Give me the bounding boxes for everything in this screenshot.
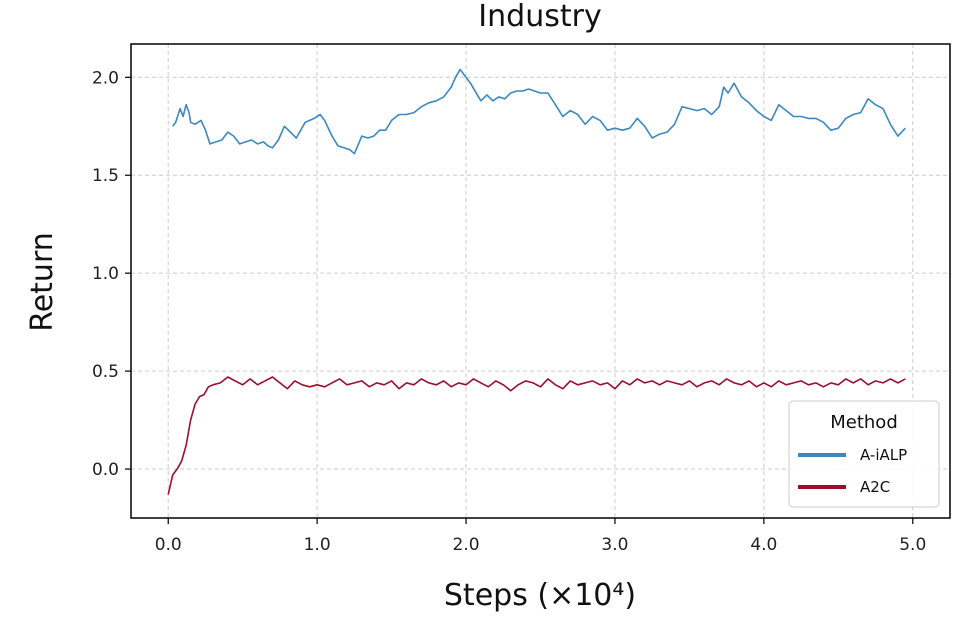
x-tick-label: 2.0 (453, 535, 480, 555)
grid (131, 44, 950, 518)
y-tick-label: 0.5 (92, 362, 119, 382)
x-tick-label: 5.0 (899, 535, 926, 555)
y-tick-label: 1.5 (92, 166, 119, 186)
y-axis-title: Return (25, 232, 60, 332)
legend: Method A-iALP A2C (788, 400, 940, 508)
chart-title: Industry (478, 0, 601, 34)
y-tick-label: 1.0 (92, 264, 119, 284)
y-tick-label: 0.0 (92, 460, 119, 480)
series-line-a2c (167, 376, 906, 495)
legend-box (788, 400, 940, 508)
ticks: 0.0 1.0 2.0 3.0 4.0 5.0 0.0 0.5 1.0 1.5 2.0 (92, 68, 926, 555)
legend-label-a-ialp: A-iALP (860, 446, 907, 464)
x-axis-title: Steps (×10⁴) (444, 578, 636, 613)
series-line-a-ialp (172, 68, 906, 155)
plot-frame (130, 43, 951, 519)
legend-title: Method (830, 412, 898, 433)
legend-label-a2c: A2C (860, 478, 890, 496)
x-tick-label: 1.0 (304, 535, 331, 555)
x-tick-label: 4.0 (750, 535, 777, 555)
x-tick-label: 3.0 (601, 535, 628, 555)
series-layer (167, 68, 906, 495)
x-tick-label: 0.0 (155, 535, 182, 555)
y-tick-label: 2.0 (92, 68, 119, 88)
